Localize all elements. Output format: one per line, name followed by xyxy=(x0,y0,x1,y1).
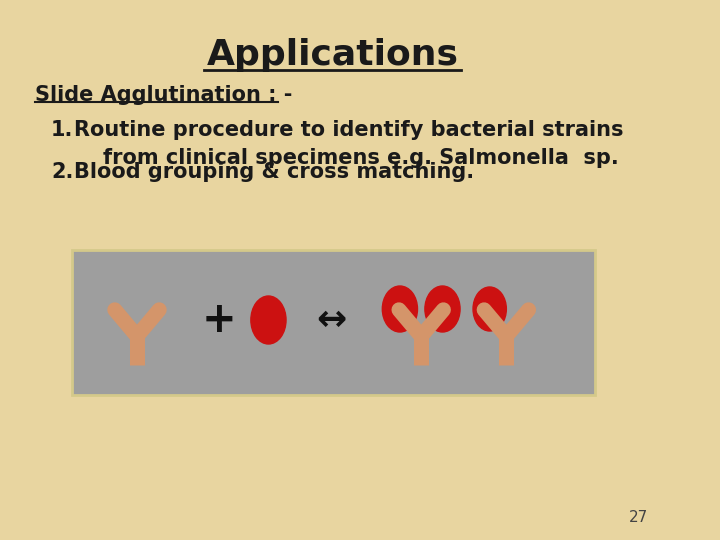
Text: 2.: 2. xyxy=(51,162,73,182)
Ellipse shape xyxy=(251,296,286,344)
Text: Applications: Applications xyxy=(207,38,459,72)
Text: 27: 27 xyxy=(629,510,648,525)
Ellipse shape xyxy=(382,286,418,332)
Text: +: + xyxy=(202,299,237,341)
FancyBboxPatch shape xyxy=(72,250,595,395)
Ellipse shape xyxy=(425,286,460,332)
Text: Routine procedure to identify bacterial strains
    from clinical specimens e.g.: Routine procedure to identify bacterial … xyxy=(74,120,624,168)
Text: 1.: 1. xyxy=(51,120,73,140)
Text: ↔: ↔ xyxy=(316,303,346,337)
Text: Blood grouping & cross matching.: Blood grouping & cross matching. xyxy=(74,162,474,182)
Ellipse shape xyxy=(473,287,506,331)
Text: Slide Agglutination : -: Slide Agglutination : - xyxy=(35,85,292,105)
